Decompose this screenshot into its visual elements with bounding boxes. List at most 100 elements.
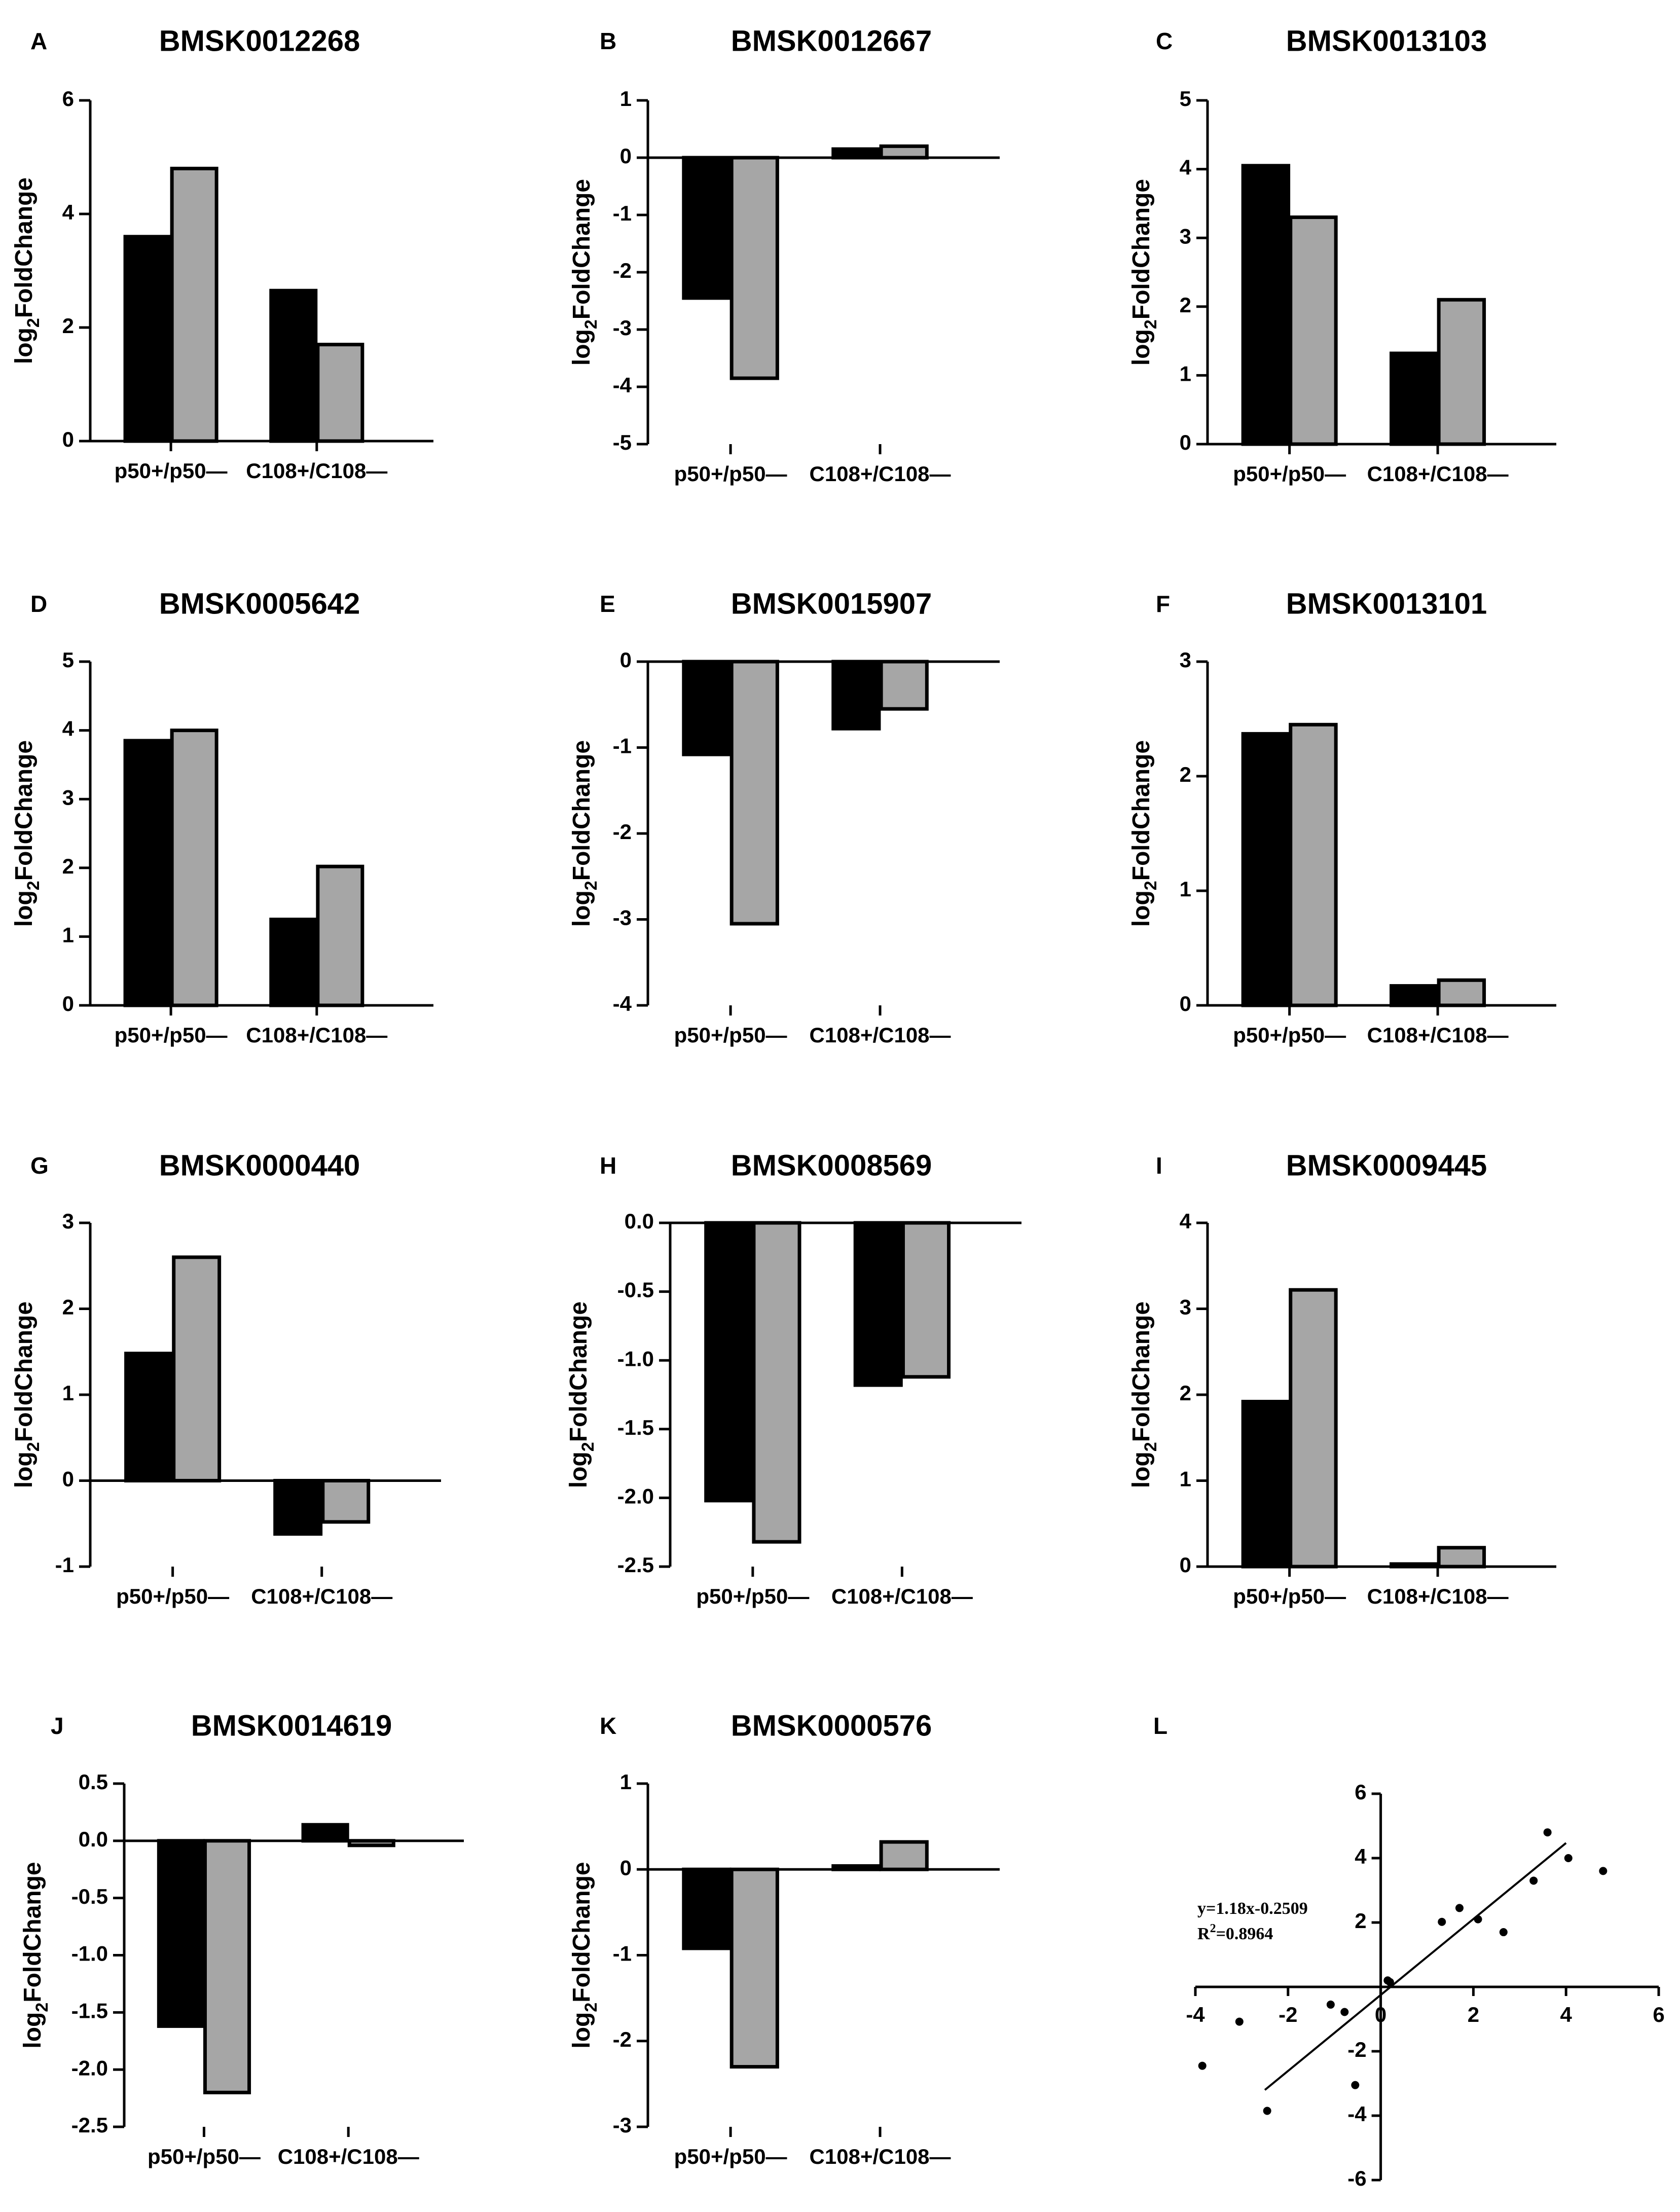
scatter-point [1438, 1917, 1446, 1926]
bar-grey [1437, 298, 1486, 446]
bar-grey [1437, 1546, 1486, 1569]
y-tick-label: -2.0 [617, 1484, 654, 1508]
panel-letter: G [30, 1152, 49, 1179]
bar-grey [1289, 722, 1338, 1007]
bar-grey [879, 660, 929, 711]
y-tick-label: 2 [1180, 763, 1191, 786]
y-tick-label: -1.0 [71, 1942, 108, 1966]
y-tick-label: -4 [1347, 2102, 1367, 2126]
panel-j: J BMSK0014619 -2.5 -2.0 -1.5 -1.0 -0.5 0.0 0.5 p5… [19, 1709, 464, 2168]
panel-letter: B [600, 28, 616, 54]
y-tick-label: -6 [1347, 2166, 1366, 2190]
y-axis-label: log2FoldChange [568, 179, 601, 366]
bar-grey [1289, 1288, 1338, 1569]
scatter-point [1599, 1867, 1608, 1875]
panel-title: BMSK0005642 [159, 587, 360, 620]
y-tick-label: 3 [1180, 648, 1191, 672]
ylabel-log: log [568, 329, 595, 366]
y-tick-label: 4 [1180, 156, 1192, 179]
bar-grey [752, 1221, 801, 1544]
panel-letter: D [30, 591, 47, 617]
ylabel-log: log [11, 890, 38, 927]
panel-e: E BMSK0015907 -4 -3 -2 -1 0 p50+/p50— C108+/C108… [568, 587, 1000, 1047]
y-tick-label: -2 [613, 259, 632, 282]
category-label: C108+/C108— [810, 462, 951, 486]
y-tick-label: -2 [613, 2027, 632, 2051]
y-tick-label: 2 [62, 314, 74, 338]
category-label: p50+/p50— [674, 2145, 787, 2168]
x-tick-label: 4 [1560, 2003, 1573, 2026]
scatter-point [1326, 2000, 1335, 2009]
ylabel-rest: FoldChange [568, 740, 595, 881]
ylabel-subscript: 2 [581, 319, 601, 329]
ylabel-log: log [1128, 329, 1155, 366]
y-axis-label: log2FoldChange [1128, 179, 1160, 366]
scatter-point [1385, 1978, 1394, 1986]
y-tick-label: 2 [1180, 1381, 1191, 1405]
y-axis-label: log2FoldChange [565, 1301, 598, 1488]
bar-grey [203, 1839, 251, 2094]
category-label: C108+/C108— [278, 2145, 419, 2168]
ylabel-subscript: 2 [24, 1442, 43, 1452]
panel-letter: F [1156, 591, 1170, 617]
scatter-point [1543, 1828, 1552, 1837]
y-tick-label: 0 [1180, 1553, 1191, 1577]
y-tick-label: 1 [620, 87, 632, 111]
bar-grey [172, 1255, 222, 1483]
y-tick-label: 1 [1180, 361, 1191, 385]
panel-title: BMSK0013103 [1286, 24, 1487, 57]
bar-grey [1437, 978, 1486, 1007]
ylabel-subscript: 2 [1141, 319, 1160, 329]
category-label: C108+/C108— [810, 1023, 951, 1047]
bar-dark [1390, 351, 1439, 446]
panel-title: BMSK0014619 [191, 1709, 392, 1742]
bar-grey [901, 1221, 951, 1379]
ylabel-subscript: 2 [24, 318, 43, 328]
panel-h: H BMSK0008569 -2.5 -2.0 -1.5 -1.0 -0.5 0.0 p50+/… [565, 1149, 1021, 1608]
category-label: p50+/p50— [1233, 462, 1346, 486]
ylabel-rest: FoldChange [565, 1301, 592, 1442]
bar-grey [321, 1479, 371, 1524]
category-label: C108+/C108— [831, 1584, 973, 1608]
panel-letter: I [1156, 1152, 1162, 1179]
category-label: p50+/p50— [696, 1584, 809, 1608]
bar-grey [879, 144, 929, 160]
panel-title: BMSK0000440 [159, 1149, 360, 1182]
x-tick-label: -4 [1186, 2003, 1205, 2026]
y-tick-label: 0 [1180, 992, 1191, 1016]
y-tick-label: -1 [613, 1942, 632, 1966]
bar-dark [269, 918, 318, 1007]
bar-dark [831, 147, 881, 160]
regression-line [1264, 1842, 1567, 2091]
y-tick-label: -2.5 [71, 2113, 108, 2137]
panel-title: BMSK0012667 [731, 24, 932, 57]
category-label: C108+/C108— [246, 1023, 387, 1047]
y-axis-label: log2FoldChange [11, 740, 43, 927]
ylabel-log: log [11, 328, 38, 364]
y-tick-label: 0 [620, 144, 632, 168]
y-tick-label: 0.0 [79, 1827, 108, 1851]
y-tick-label: 0 [62, 427, 74, 451]
ylabel-log: log [565, 1452, 592, 1488]
y-tick-label: 0 [62, 992, 74, 1016]
bar-dark [704, 1221, 754, 1503]
bar-dark [124, 1352, 174, 1482]
ylabel-log: log [1128, 890, 1155, 927]
scatter-point [1529, 1876, 1538, 1885]
panel-letter: A [30, 28, 47, 54]
category-label: p50+/p50— [674, 462, 787, 486]
y-tick-label: 1 [1180, 877, 1191, 901]
x-tick-label: -2 [1279, 2003, 1297, 2026]
ylabel-rest: FoldChange [568, 179, 595, 319]
panel-letter: C [1156, 28, 1173, 54]
y-tick-label: 2 [62, 854, 74, 878]
y-tick-label: -1.0 [617, 1347, 654, 1370]
bar-dark [831, 660, 881, 731]
r-squared-value: =0.8964 [1216, 1925, 1273, 1943]
bar-grey [729, 156, 779, 380]
ylabel-subscript: 2 [581, 2003, 601, 2012]
y-axis-label: log2FoldChange [1128, 1301, 1160, 1488]
panel-title: BMSK0013101 [1286, 587, 1487, 620]
